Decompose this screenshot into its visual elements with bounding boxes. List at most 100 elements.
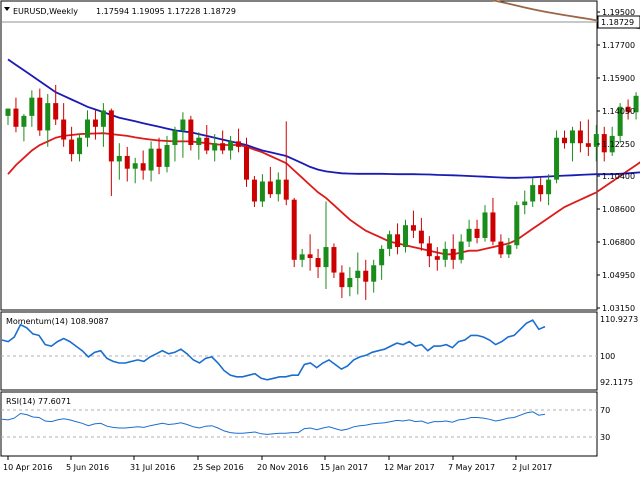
- candle-body: [609, 135, 615, 153]
- candle-bullish: [530, 177, 536, 207]
- candle-bullish: [522, 190, 528, 215]
- symbol-timeframe: EURUSD,Weekly: [13, 7, 78, 16]
- candle-body: [466, 228, 472, 242]
- candle-body: [220, 143, 226, 151]
- candle-body: [347, 278, 353, 288]
- price-tick: 1.04950: [602, 271, 635, 280]
- candle-bearish: [538, 177, 544, 202]
- rsi-pane[interactable]: [0, 391, 598, 457]
- candle-bearish: [236, 128, 242, 153]
- candle-body: [164, 145, 170, 167]
- candle-bearish: [244, 137, 249, 187]
- candle-body: [315, 257, 321, 268]
- candle-bearish: [577, 121, 583, 153]
- candle-body: [244, 146, 249, 180]
- candle-body: [92, 119, 98, 127]
- candle-bearish: [418, 217, 424, 251]
- candle-body: [124, 155, 130, 169]
- price-tick: 1.15900: [602, 74, 635, 83]
- candle-body: [53, 103, 59, 120]
- candle-bullish: [347, 267, 353, 297]
- candle-body: [387, 234, 393, 249]
- candle-bullish: [45, 94, 51, 147]
- candle-bearish: [37, 88, 43, 136]
- ohlc-values: 1.17594 1.19095 1.17228 1.18729: [96, 7, 236, 16]
- date-label: 7 May 2017: [448, 463, 495, 472]
- candle-body: [180, 119, 186, 131]
- candle-bullish: [514, 201, 520, 249]
- candle-body: [530, 185, 536, 202]
- date-label: 2 Jul 2017: [512, 463, 552, 472]
- candle-body: [251, 179, 257, 202]
- momentum-axis[interactable]: 110.9273 100 92.1175: [600, 315, 638, 387]
- candle-bullish: [482, 205, 488, 242]
- sma-mid-line: [7, 58, 640, 179]
- candle-bearish: [498, 234, 504, 258]
- candle-bullish: [593, 124, 599, 162]
- candle-bearish: [53, 84, 59, 125]
- candle-bearish: [562, 130, 567, 149]
- rsi-axis[interactable]: 70 30: [600, 406, 610, 442]
- price-tick: 1.08600: [602, 205, 635, 214]
- candle-body: [577, 130, 583, 144]
- momentum-line-group: [1, 319, 546, 381]
- date-label: 25 Sep 2016: [193, 463, 244, 472]
- candle-body: [228, 141, 234, 151]
- momentum-tick: 100: [600, 352, 615, 361]
- candle-bearish: [395, 223, 401, 255]
- candle-bearish: [490, 197, 496, 246]
- date-label: 5 Jun 2016: [66, 463, 109, 472]
- candle-bullish: [609, 126, 615, 156]
- candle-body: [37, 97, 43, 131]
- candle-bearish: [426, 236, 432, 268]
- candle-bearish: [410, 210, 416, 238]
- rsi-line-group: [1, 411, 546, 435]
- candle-body: [450, 248, 456, 260]
- candle-bearish: [434, 247, 440, 271]
- candle-bearish: [251, 175, 257, 207]
- candle-body: [395, 234, 401, 248]
- symbol-dropdown-icon[interactable]: [4, 7, 10, 11]
- candle-bullish: [569, 126, 575, 162]
- candle-bullish: [546, 174, 552, 206]
- price-tick: 1.14050: [602, 107, 635, 116]
- candle-body: [85, 119, 90, 138]
- time-axis[interactable]: 10 Apr 2016 5 Jun 2016 31 Jul 2016 25 Se…: [3, 456, 552, 472]
- candle-body: [426, 243, 432, 257]
- candle-body: [132, 163, 138, 169]
- candle-bullish: [403, 219, 408, 253]
- candle-body: [259, 181, 265, 202]
- candle-body: [267, 181, 273, 195]
- candle-bullish: [77, 134, 83, 162]
- candle-bullish: [466, 219, 472, 248]
- candle-body: [442, 248, 448, 260]
- price-axis[interactable]: 1.19500 1.17700 1.15900 1.14050 1.12250 …: [597, 8, 640, 313]
- candle-bullish: [148, 141, 154, 182]
- candle-bullish: [196, 132, 202, 160]
- candle-body: [434, 256, 440, 260]
- candle-body: [204, 137, 210, 151]
- candle-bullish: [617, 103, 623, 144]
- candle-bullish: [387, 230, 393, 257]
- candle-body: [403, 225, 408, 248]
- candle-bearish: [307, 234, 313, 271]
- candle-bearish: [61, 103, 67, 147]
- candle-body: [418, 230, 424, 244]
- price-tick: 1.03150: [602, 304, 635, 313]
- rsi-tick: 30: [600, 433, 610, 442]
- candle-bullish: [85, 110, 90, 147]
- candle-bullish: [5, 108, 11, 125]
- candle-body: [331, 247, 337, 273]
- candle-body: [100, 110, 106, 127]
- candle-bearish: [69, 126, 75, 162]
- sma-fast-line: [7, 132, 640, 256]
- candle-bearish: [339, 265, 345, 299]
- price-pane[interactable]: [0, 0, 598, 311]
- candle-body: [156, 148, 162, 167]
- candle-bearish: [188, 115, 194, 151]
- candle-bearish: [108, 108, 114, 197]
- price-tick: 1.06800: [602, 238, 635, 247]
- candle-body: [148, 148, 154, 171]
- candle-bullish: [116, 143, 122, 180]
